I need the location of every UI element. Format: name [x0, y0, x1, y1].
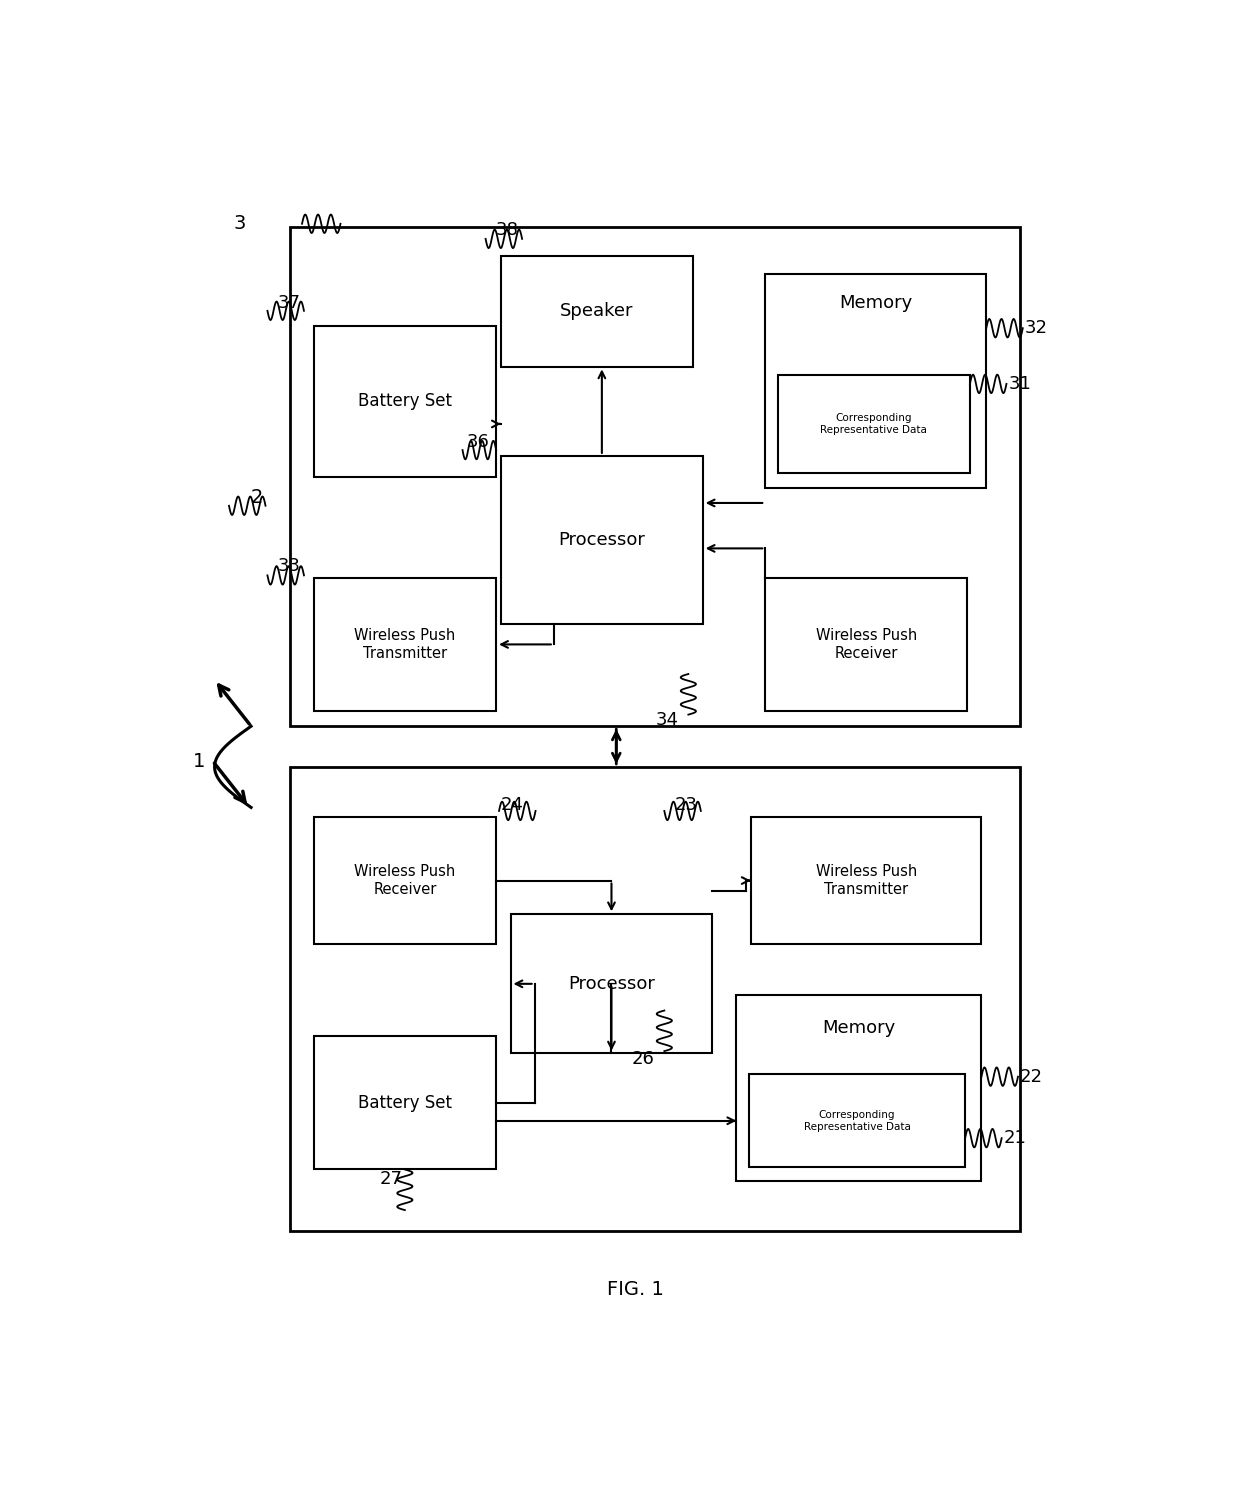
Bar: [314, 1035, 496, 1169]
Text: 1: 1: [192, 752, 205, 770]
Text: 38: 38: [496, 220, 518, 238]
Bar: [501, 256, 693, 366]
Bar: [501, 455, 703, 624]
Bar: [749, 1074, 965, 1166]
Text: 21: 21: [1003, 1129, 1027, 1147]
Bar: [314, 326, 496, 476]
Bar: [290, 767, 1021, 1231]
Bar: [737, 996, 982, 1181]
Text: 32: 32: [1024, 319, 1048, 338]
Text: Memory: Memory: [839, 294, 913, 312]
Text: Speaker: Speaker: [560, 303, 634, 321]
Bar: [765, 577, 967, 711]
Text: 33: 33: [278, 558, 301, 576]
Text: Wireless Push
Receiver: Wireless Push Receiver: [355, 865, 455, 897]
Text: 24: 24: [501, 796, 525, 814]
Text: Battery Set: Battery Set: [358, 1094, 451, 1112]
Text: 23: 23: [675, 796, 698, 814]
Bar: [290, 228, 1021, 726]
Text: Memory: Memory: [822, 1019, 895, 1037]
Text: Wireless Push
Transmitter: Wireless Push Transmitter: [355, 628, 455, 660]
Text: Corresponding
Representative Data: Corresponding Representative Data: [804, 1111, 910, 1132]
Text: 27: 27: [379, 1169, 403, 1188]
Bar: [511, 915, 712, 1053]
Text: Wireless Push
Receiver: Wireless Push Receiver: [816, 628, 916, 660]
Text: 37: 37: [278, 294, 301, 312]
Text: FIG. 1: FIG. 1: [608, 1279, 663, 1299]
Text: 31: 31: [1008, 375, 1032, 393]
Bar: [751, 817, 982, 945]
Text: Wireless Push
Transmitter: Wireless Push Transmitter: [816, 865, 916, 897]
Text: 26: 26: [632, 1050, 655, 1068]
Text: 2: 2: [250, 488, 263, 508]
Bar: [777, 375, 970, 473]
Bar: [314, 817, 496, 945]
Text: Corresponding
Representative Data: Corresponding Representative Data: [821, 413, 928, 434]
Bar: [314, 577, 496, 711]
Text: 36: 36: [466, 433, 490, 451]
Text: 3: 3: [234, 214, 247, 234]
Text: Battery Set: Battery Set: [358, 392, 451, 410]
Text: 22: 22: [1019, 1067, 1043, 1085]
Text: Processor: Processor: [568, 975, 655, 993]
Text: 34: 34: [656, 711, 678, 729]
Bar: [765, 274, 986, 488]
Text: Processor: Processor: [558, 530, 645, 549]
